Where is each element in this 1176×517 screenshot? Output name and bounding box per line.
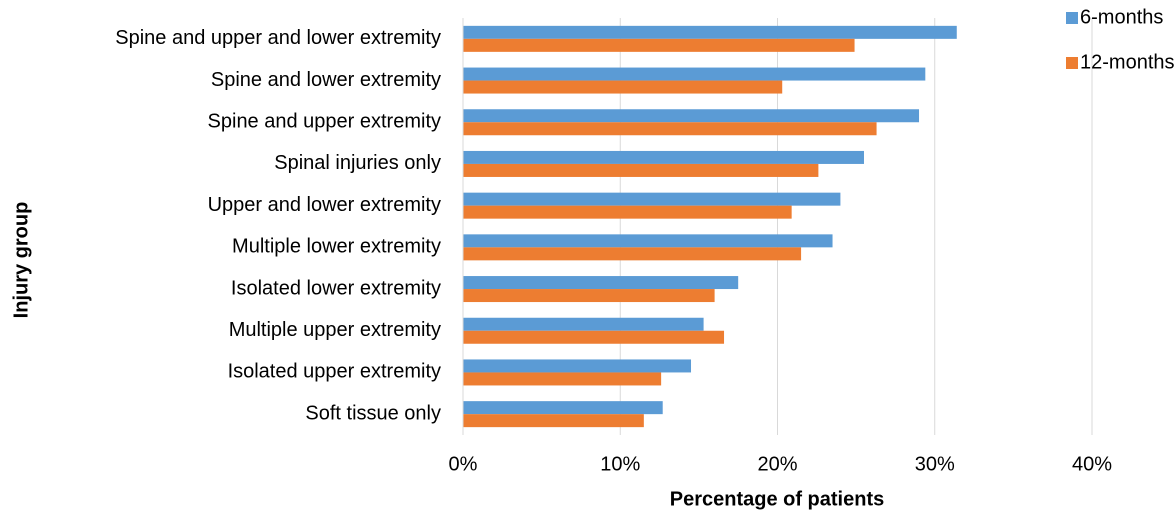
y-tick-label: Isolated lower extremity: [231, 277, 441, 299]
x-tick-label: 10%: [600, 453, 640, 475]
y-tick-label: Spine and upper extremity: [208, 111, 441, 133]
bar: [463, 330, 725, 344]
x-axis-title: Percentage of patients: [670, 488, 885, 510]
bar: [463, 192, 841, 206]
bar: [463, 401, 663, 415]
y-axis-title: Injury group: [10, 202, 32, 319]
bar: [463, 80, 783, 94]
legend-label: 12-months: [1080, 51, 1175, 73]
bar: [463, 372, 662, 386]
x-tick-label: 30%: [915, 453, 955, 475]
bar: [463, 163, 819, 177]
bar: [463, 25, 957, 39]
bar: [463, 289, 715, 303]
legend-swatch: [1066, 12, 1078, 24]
y-tick-label: Soft tissue only: [305, 402, 441, 424]
bar: [463, 150, 864, 164]
x-tick-label: 40%: [1072, 453, 1112, 475]
x-tick-label: 20%: [757, 453, 797, 475]
bar: [463, 414, 644, 428]
bar: [463, 276, 739, 290]
bar: [463, 234, 833, 248]
y-tick-label: Upper and lower extremity: [208, 194, 441, 216]
bar: [463, 205, 792, 219]
y-tick-label: Multiple lower extremity: [232, 236, 441, 258]
bar: [463, 109, 920, 123]
bar: [463, 67, 926, 81]
y-tick-label: Spinal injuries only: [274, 152, 441, 174]
y-tick-label: Spine and lower extremity: [211, 69, 441, 91]
bar: [463, 317, 704, 331]
bar: [463, 359, 692, 373]
y-tick-label: Isolated upper extremity: [228, 361, 441, 383]
legend-swatch: [1066, 57, 1078, 69]
y-tick-label: Multiple upper extremity: [229, 319, 441, 341]
bar: [463, 122, 877, 136]
bar: [463, 247, 802, 261]
y-tick-label: Spine and upper and lower extremity: [115, 27, 441, 49]
bar: [463, 38, 855, 52]
legend-label: 6-months: [1080, 6, 1163, 28]
x-tick-label: 0%: [449, 453, 478, 475]
